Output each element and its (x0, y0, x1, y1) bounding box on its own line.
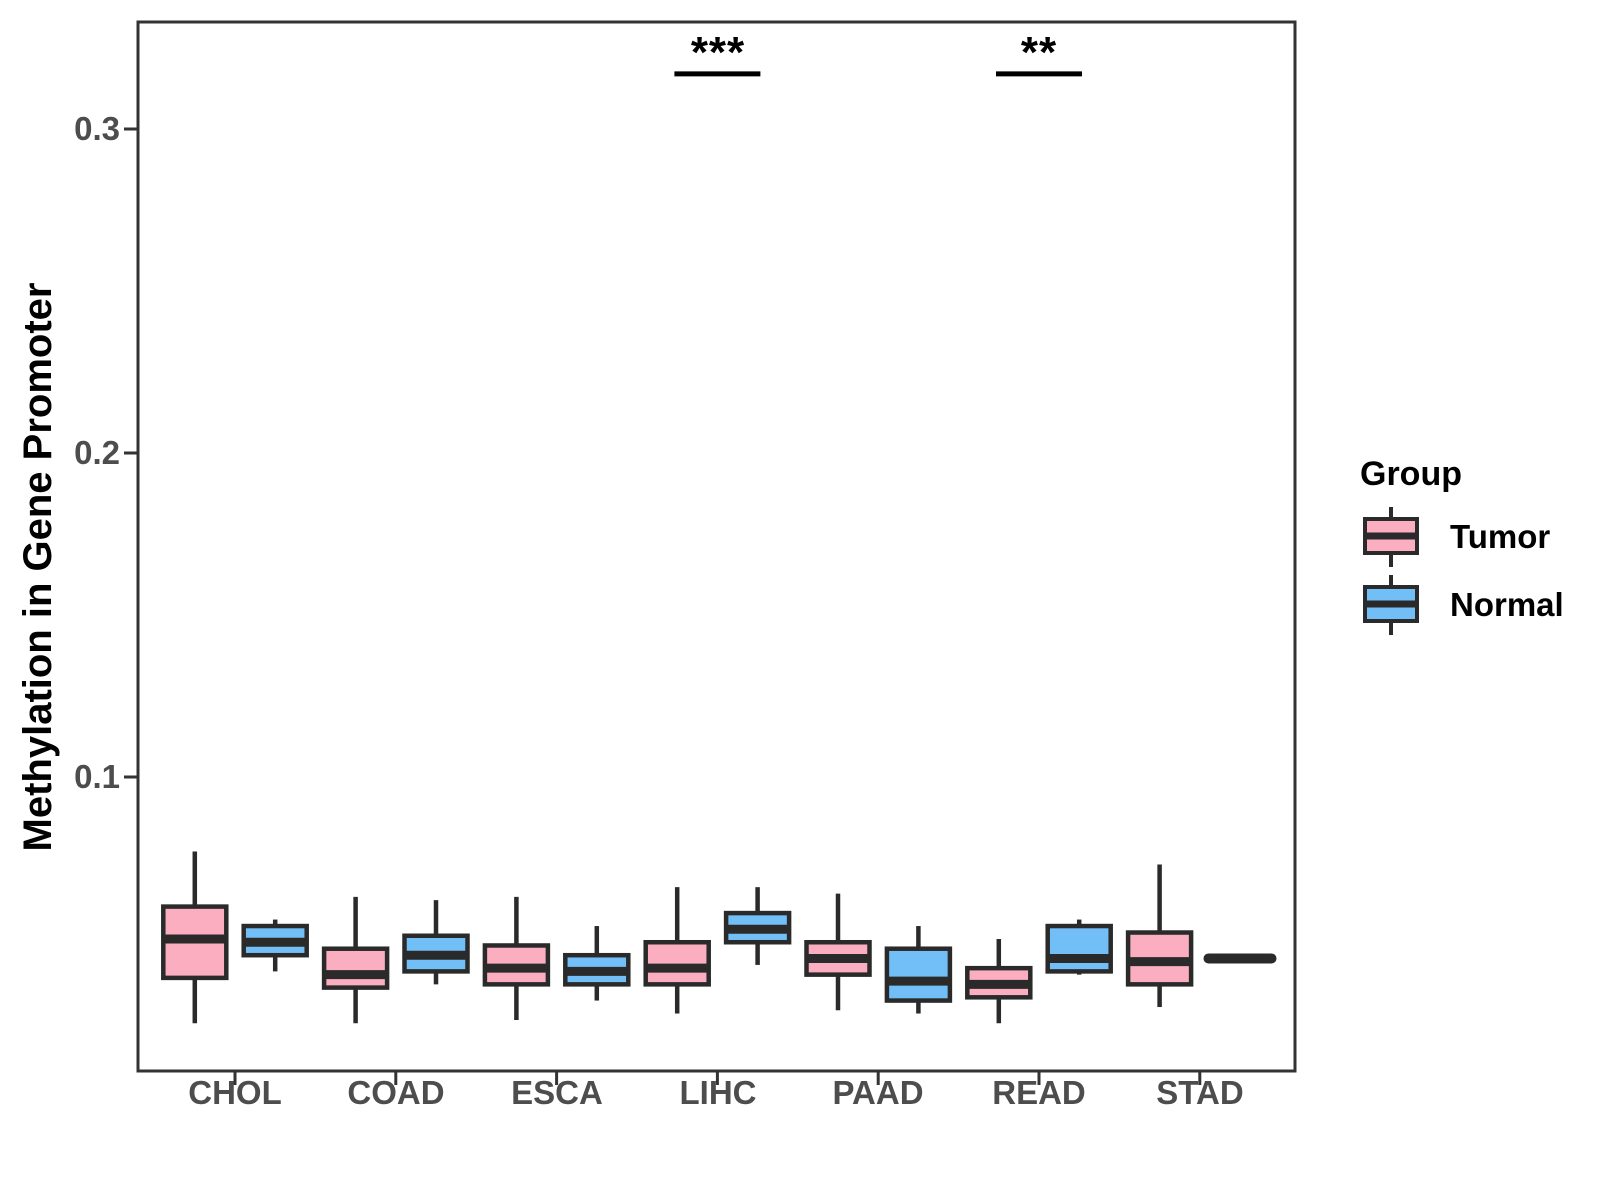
x-tick-label-read: READ (992, 1074, 1086, 1111)
plot-panel-border (136, 20, 1297, 1073)
significance-label-lihc: *** (690, 28, 746, 77)
x-tick-label-lihc: LIHC (679, 1074, 757, 1111)
box-paad-normal (884, 946, 953, 1003)
x-tick-label-coad: COAD (347, 1074, 445, 1111)
y-tick-label-0.1: 0.1 (74, 758, 120, 795)
legend-entry-tumor: Tumor (1362, 505, 1592, 569)
significance-label-read: ** (1020, 28, 1058, 77)
box-coad-tumor (321, 946, 390, 990)
legend-title: Group (1360, 455, 1462, 493)
normal-boxplot-key-icon (1363, 575, 1419, 635)
legend-label-tumor: Tumor (1450, 518, 1551, 555)
legend-entry-normal: Normal (1362, 573, 1592, 637)
y-axis-title: Methylation in Gene Promoter (16, 282, 60, 852)
y-tick-label-0.3: 0.3 (74, 110, 120, 147)
box-read-normal (1045, 923, 1113, 974)
x-tick-label-chol: CHOL (188, 1074, 282, 1111)
legend-label-normal: Normal (1450, 586, 1564, 623)
tumor-boxplot-key-icon (1363, 507, 1419, 567)
x-tick-label-paad: PAAD (832, 1074, 924, 1111)
box-lihc-tumor (643, 939, 711, 987)
x-tick-label-stad: STAD (1156, 1074, 1244, 1111)
x-tick-label-esca: ESCA (511, 1074, 603, 1111)
y-tick-label-0.2: 0.2 (74, 434, 120, 471)
